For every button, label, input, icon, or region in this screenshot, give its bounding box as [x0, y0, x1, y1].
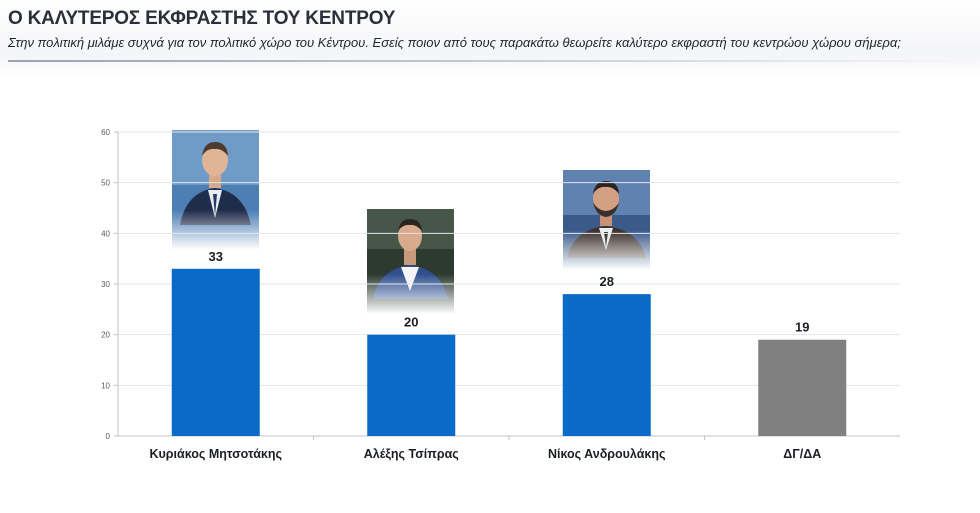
category-label: Νίκος Ανδρουλάκης: [548, 447, 666, 461]
bar: [171, 268, 260, 436]
data-label: 20: [404, 315, 418, 330]
bar: [367, 334, 456, 436]
category-label: ΔΓ/ΔΑ: [783, 447, 821, 461]
data-label: 19: [795, 320, 809, 335]
y-tick-label: 0: [106, 432, 111, 441]
photo-fade: [367, 274, 454, 314]
y-tick-label: 10: [101, 381, 110, 390]
header-divider: [8, 60, 973, 62]
data-label: 28: [600, 274, 614, 289]
category-label: Αλέξης Τσίπρας: [364, 447, 459, 461]
data-label: 33: [209, 249, 223, 264]
photo-fade: [172, 210, 259, 250]
bar: [758, 339, 847, 436]
page-subtitle: Στην πολιτική μιλάμε συχνά για τον πολιτ…: [8, 35, 901, 50]
x-axis: Κυριάκος Μητσοτάκης Αλέξης Τσίπρας Νίκος Α…: [150, 436, 821, 461]
header-band: Ο ΚΑΛΥΤΕΡΟΣ ΕΚΦΡΑΣΤΗΣ ΤΟΥ ΚΕΝΤΡΟΥ Στην π…: [0, 0, 980, 78]
bars: [171, 268, 847, 436]
y-tick-label: 20: [101, 331, 110, 340]
y-tick-label: 30: [101, 280, 110, 289]
y-tick-label: 50: [101, 179, 110, 188]
y-axis: 0 10 20 30 40 50 60: [101, 128, 119, 441]
y-tick-label: 60: [101, 128, 110, 137]
candidate-photo-1: [172, 130, 259, 250]
page-title: Ο ΚΑΛΥΤΕΡΟΣ ΕΚΦΡΑΣΤΗΣ ΤΟΥ ΚΕΝΤΡΟΥ: [8, 8, 396, 29]
data-labels: 33 20 28 19: [209, 249, 810, 335]
y-tick-label: 40: [101, 229, 110, 238]
bar: [562, 294, 651, 436]
candidate-photo-3: [563, 170, 650, 270]
category-label: Κυριάκος Μητσοτάκης: [150, 447, 283, 461]
candidate-photo-2: [367, 209, 454, 314]
photo-fade: [563, 230, 650, 270]
